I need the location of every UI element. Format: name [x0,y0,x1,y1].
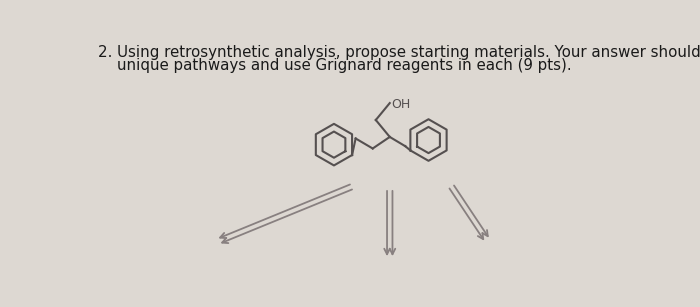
Text: unique pathways and use Grignard reagents in each (9 pts).: unique pathways and use Grignard reagent… [98,58,572,73]
Text: 2. Using retrosynthetic analysis, propose starting materials. Your answer should: 2. Using retrosynthetic analysis, propos… [98,45,700,60]
Text: OH: OH [391,98,410,111]
